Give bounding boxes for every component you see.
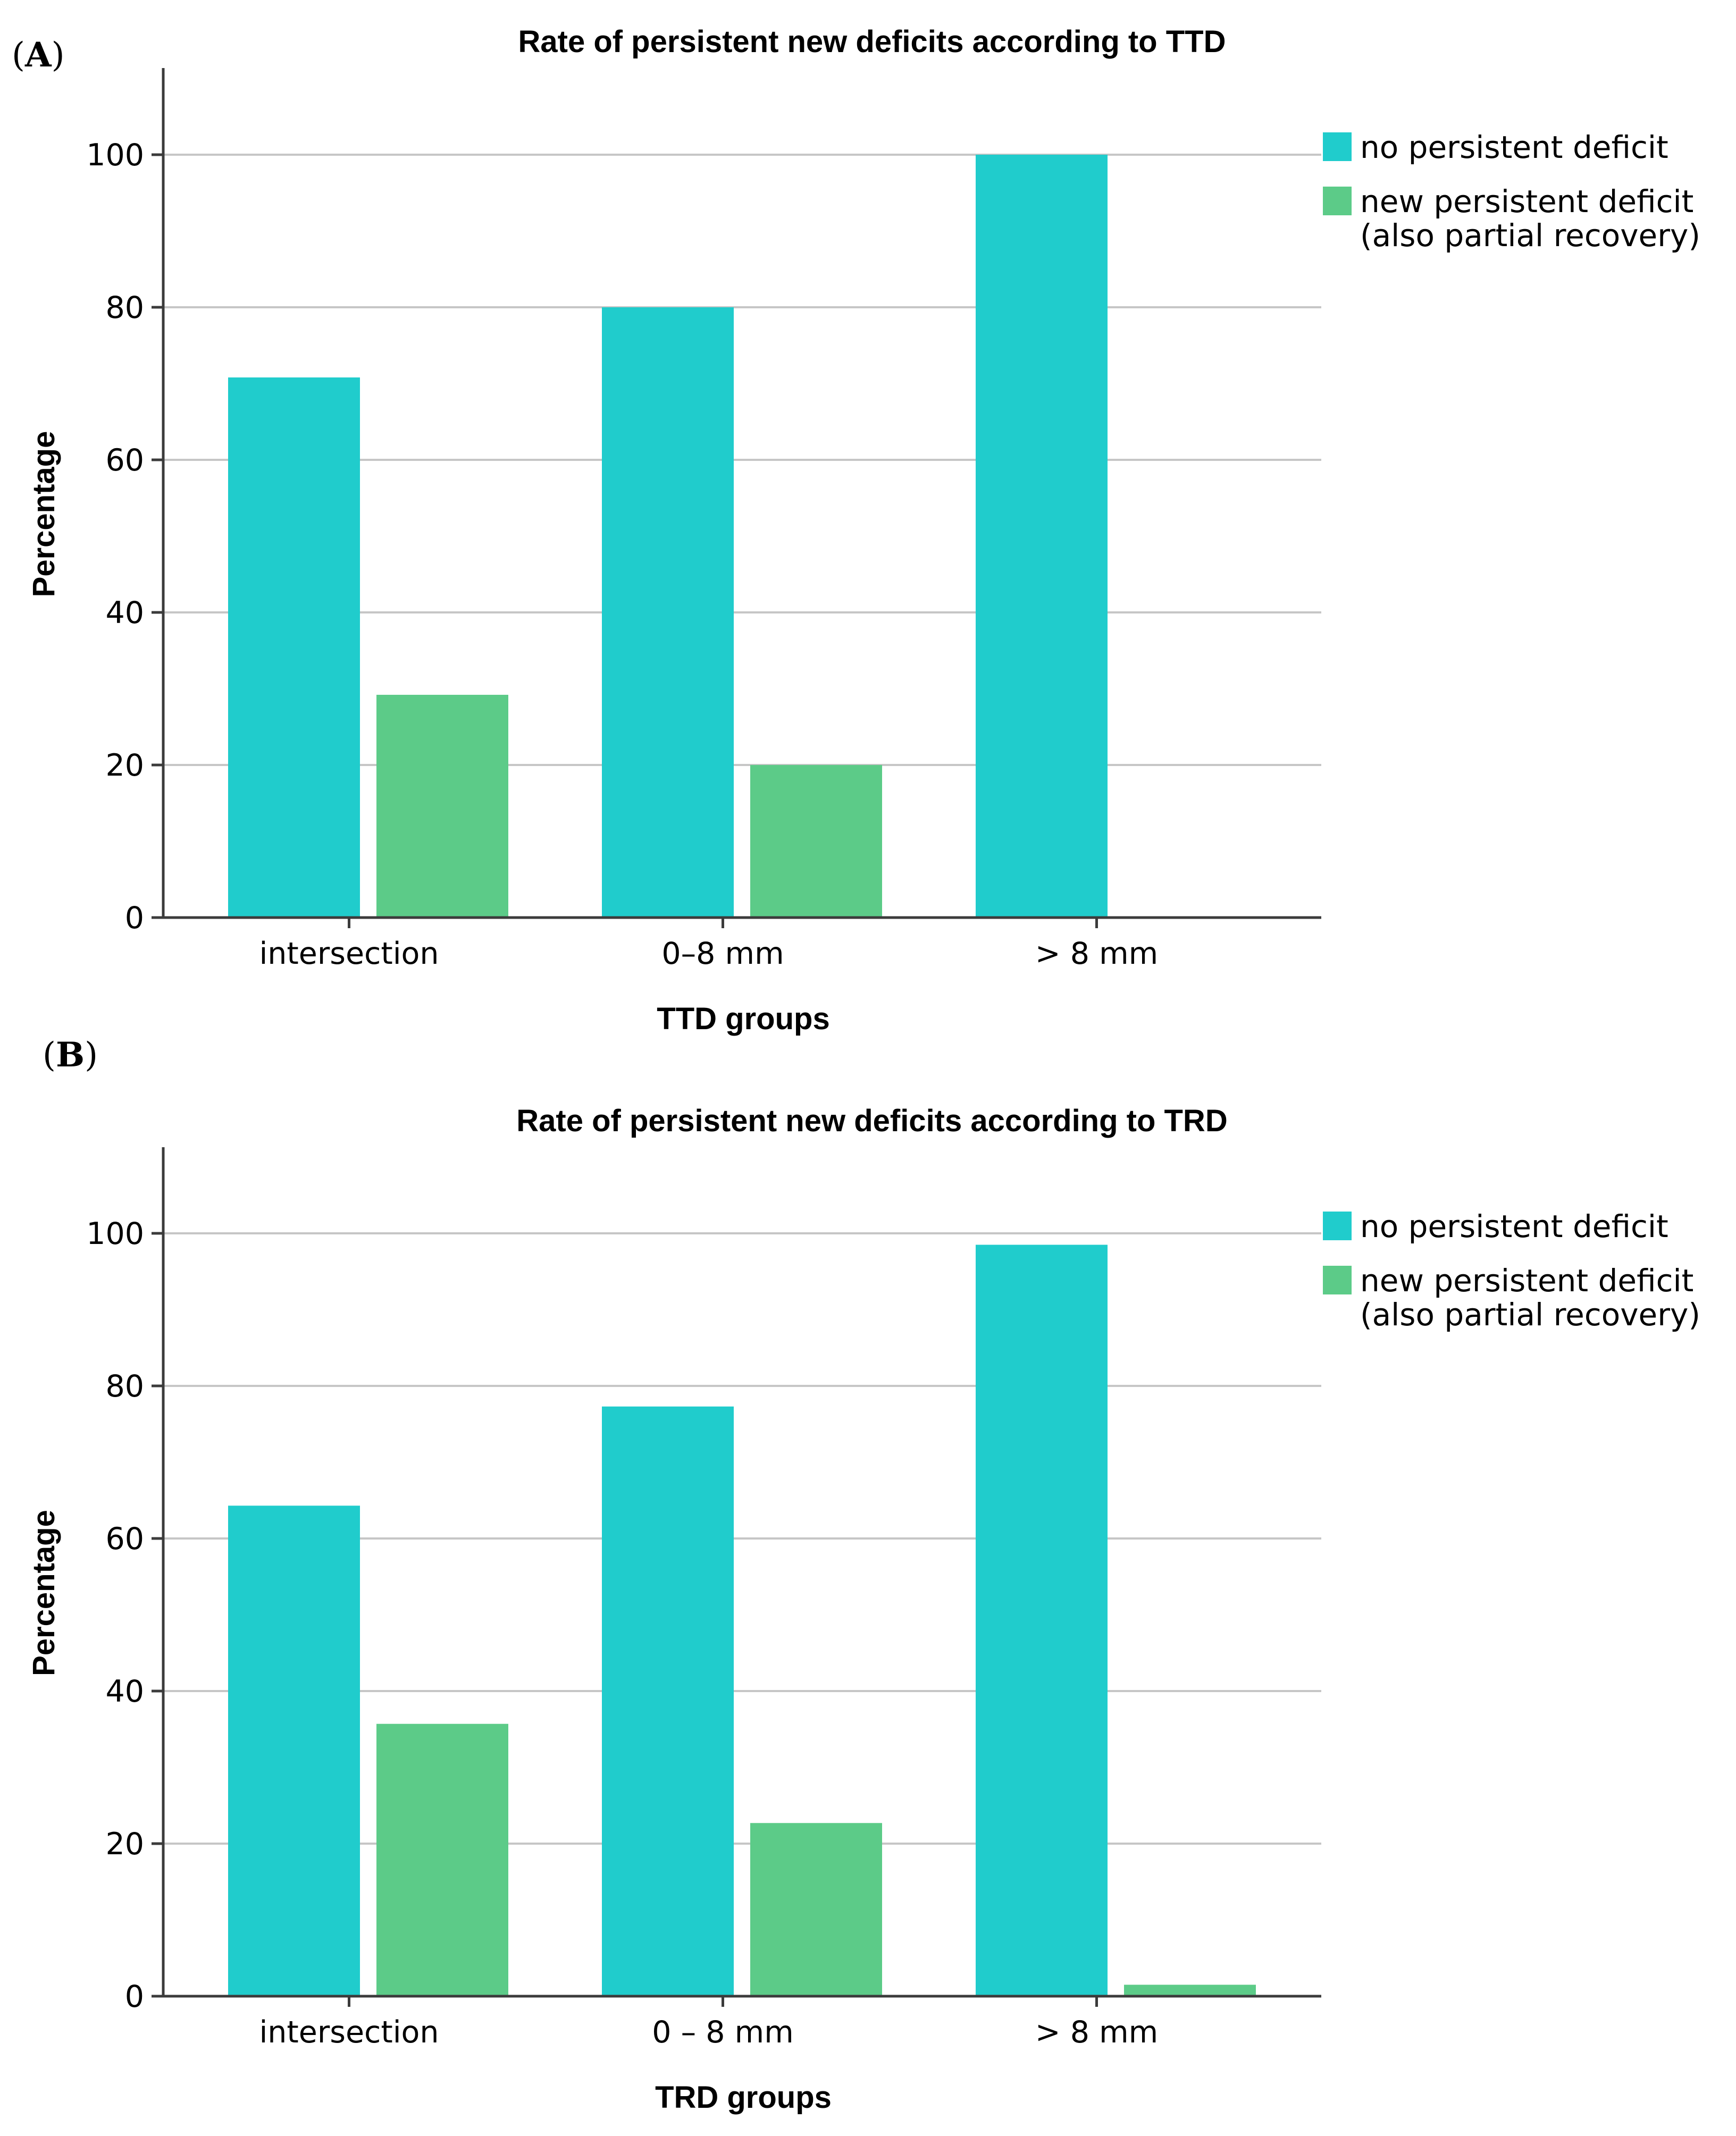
legend-label: new persistent deficit (also partial reco…	[1360, 1263, 1700, 1333]
bar-no-deficit	[228, 377, 360, 918]
x-tick-label: 0–8 mm	[661, 936, 784, 971]
legend-swatch	[1323, 1212, 1352, 1240]
panel-label: (B)	[43, 1035, 98, 1075]
y-tick-label: 60	[105, 1521, 144, 1557]
legend-swatch	[1323, 132, 1352, 161]
y-axis-title: Percentage	[27, 1510, 61, 1676]
y-axis-title: Percentage	[27, 431, 61, 598]
y-tick-label: 100	[86, 1216, 144, 1251]
legend-label: no persistent deficit	[1360, 1208, 1668, 1244]
y-tick-label: 0	[125, 1979, 144, 2014]
chart-panel-a: (A) Rate of persistent new deficits accor…	[12, 24, 1700, 1036]
x-axis-title: TRD groups	[655, 2080, 832, 2115]
legend: no persistent deficit new persistent defi…	[1323, 129, 1700, 254]
y-tick-label: 100	[86, 138, 144, 173]
y-tick-label: 60	[105, 443, 144, 478]
y-tick-label: 80	[105, 1369, 144, 1404]
chart-panel-b: (B) Rate of persistent new deficits accor…	[27, 1035, 1700, 2115]
bar-new-deficit	[750, 765, 882, 918]
bar-new-deficit	[750, 1823, 882, 1996]
bar-no-deficit	[602, 307, 734, 918]
panel-label: (A)	[12, 35, 65, 75]
x-axis-title: TTD groups	[657, 1002, 829, 1036]
bar-no-deficit	[602, 1406, 734, 1996]
bar-no-deficit	[976, 1244, 1108, 1996]
legend-swatch	[1323, 1266, 1352, 1294]
legend-swatch	[1323, 187, 1352, 215]
bar-new-deficit	[376, 1723, 508, 1996]
y-tick-label: 40	[105, 1674, 144, 1709]
x-tick-label: 0 – 8 mm	[652, 2015, 793, 2050]
bar-no-deficit	[228, 1506, 360, 1996]
y-tick-label: 40	[105, 595, 144, 630]
y-tick-label: 20	[105, 748, 144, 783]
y-tick-label: 0	[125, 901, 144, 936]
bar-no-deficit	[976, 155, 1108, 918]
chart-title: Rate of persistent new deficits accordin…	[518, 24, 1226, 59]
x-tick-label: > 8 mm	[1035, 2015, 1158, 2050]
bar-new-deficit	[376, 694, 508, 918]
legend-label: no persistent deficit	[1360, 129, 1668, 165]
y-tick-label: 80	[105, 290, 144, 325]
x-tick-label: intersection	[259, 2015, 439, 2050]
legend: no persistent deficit new persistent defi…	[1323, 1208, 1700, 1333]
chart-title: Rate of persistent new deficits accordin…	[516, 1104, 1227, 1138]
legend-label: new persistent deficit (also partial reco…	[1360, 183, 1700, 254]
x-tick-label: > 8 mm	[1035, 936, 1158, 971]
y-tick-label: 20	[105, 1827, 144, 1862]
bar-new-deficit	[1124, 1984, 1256, 1996]
x-tick-label: intersection	[259, 936, 439, 971]
